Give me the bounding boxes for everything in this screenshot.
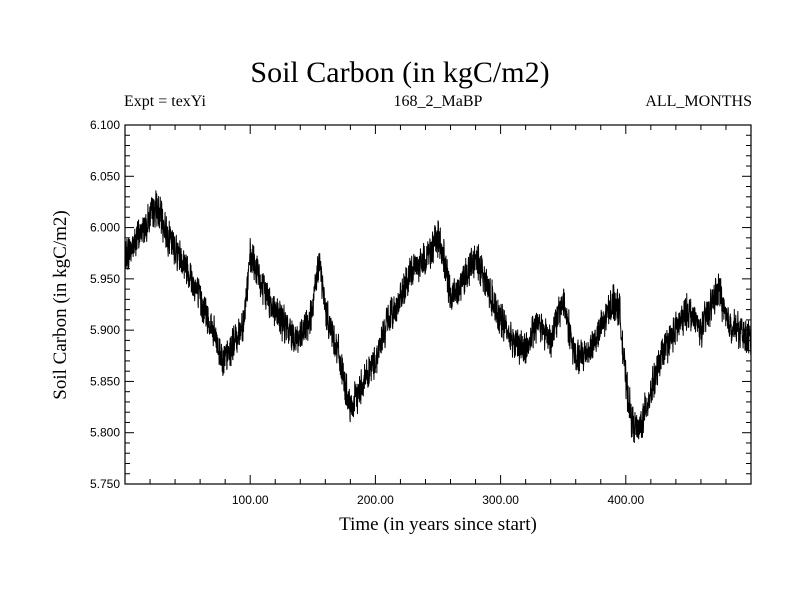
plot-frame <box>124 124 752 485</box>
ticks-layer: 100.00 200.00 300.00 400.00 5.750 5.800 5.850 5… <box>90 118 751 507</box>
months-label: ALL_MONTHS <box>645 93 752 110</box>
y-tick-label: 5.800 <box>90 426 120 440</box>
y-tick-label: 5.900 <box>90 323 120 337</box>
y-tick-label: 6.050 <box>90 169 120 183</box>
soil-carbon-series-line <box>124 190 752 443</box>
experiment-label: Expt = texYi <box>124 93 206 110</box>
y-tick-label: 5.950 <box>90 272 120 286</box>
chart-title: Soil Carbon (in kgC/m2) <box>250 56 550 89</box>
y-axis-label: Soil Carbon (in kgC/m2) <box>50 210 71 399</box>
x-axis-label: Time (in years since start) <box>339 514 537 535</box>
period-label: 168_2_MaBP <box>393 93 483 110</box>
series-layer <box>124 190 752 443</box>
x-tick-label: 300.00 <box>482 493 519 507</box>
x-tick-label: 200.00 <box>357 493 394 507</box>
y-tick-label: 5.850 <box>90 374 120 388</box>
y-tick-label: 6.100 <box>90 118 120 132</box>
y-tick-label: 6.000 <box>90 221 120 235</box>
y-tick-label: 5.750 <box>90 477 120 491</box>
x-tick-label: 100.00 <box>232 493 269 507</box>
x-tick-label: 400.00 <box>607 493 644 507</box>
